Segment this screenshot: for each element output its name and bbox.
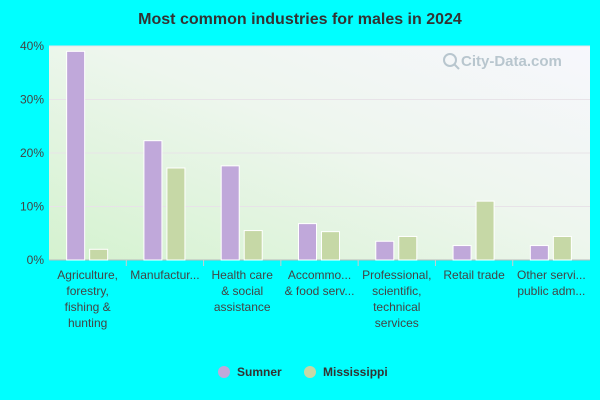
x-tick-label-line: Professional, (362, 268, 431, 282)
x-tick-label-line: forestry, (66, 284, 108, 298)
x-tick-label-line: Agriculture, (57, 268, 118, 282)
x-tick-label-line: Accommo... (288, 268, 351, 282)
legend-label-sumner: Sumner (237, 365, 282, 379)
watermark: City-Data.com (443, 53, 562, 70)
y-tick-label: 30% (20, 93, 44, 107)
x-tick-label: Agriculture, forestry, fishing & hunting (57, 268, 118, 330)
x-tick-label-line: scientific, (372, 284, 421, 298)
x-tick-label-line: technical (373, 300, 420, 314)
x-tick-label-line: Retail trade (443, 268, 505, 282)
bar-sumner-5[interactable] (452, 245, 472, 261)
bar-sumner-0[interactable] (66, 50, 86, 261)
y-tick-label: 0% (27, 253, 45, 267)
bar-mississippi-4[interactable] (398, 235, 418, 261)
bar-sumner-1[interactable] (143, 140, 163, 261)
bar-mississippi-3[interactable] (321, 231, 340, 261)
bar-sumner-4[interactable] (375, 240, 395, 261)
x-tick-label-line: & food serv... (285, 284, 355, 298)
x-tick-label: Professional, scientific, technical service… (362, 268, 431, 330)
grid (49, 45, 590, 207)
y-tick-label: 10% (20, 200, 44, 214)
x-tick-label-line: assistance (214, 300, 271, 314)
bars (66, 50, 572, 261)
bar-sumner-6[interactable] (529, 245, 549, 261)
watermark-text: City-Data.com (461, 53, 562, 70)
bar-mississippi-5[interactable] (475, 200, 495, 261)
legend-swatch-mississippi (304, 366, 316, 378)
x-tick-label-line: fishing & (65, 300, 111, 314)
x-tick-label: Health care & social assistance (212, 268, 274, 314)
bar-sumner-2[interactable] (220, 165, 240, 261)
x-tick-label: Retail trade (443, 268, 505, 282)
bar-mississippi-6[interactable] (552, 235, 572, 261)
x-tick-label: Accommo... & food serv... (285, 268, 355, 298)
legend-swatch-sumner (218, 366, 230, 378)
bar-mississippi-2[interactable] (243, 230, 263, 261)
legend: Sumner Mississippi (218, 365, 388, 379)
x-tick-label-line: & social (221, 284, 263, 298)
x-axis: Agriculture, forestry, fishing & hunting Man… (57, 260, 586, 330)
chart-title: Most common industries for males in 2024 (138, 11, 462, 28)
y-tick-label: 20% (20, 146, 44, 160)
bar-sumner-3[interactable] (298, 223, 317, 261)
bar-mississippi-0[interactable] (89, 248, 109, 261)
x-tick-label-line: public adm... (517, 284, 585, 298)
x-tick-label-line: Manufactur... (130, 268, 199, 282)
y-axis: 0% 10% 20% 30% 40% (20, 39, 590, 267)
x-tick-label-line: Other servi... (517, 268, 586, 282)
x-tick-label-line: services (375, 316, 419, 330)
x-tick-label: Manufactur... (130, 268, 199, 282)
y-tick-label: 40% (20, 39, 44, 53)
legend-label-mississippi: Mississippi (323, 365, 388, 379)
bar-mississippi-1[interactable] (166, 167, 186, 261)
x-tick-label-line: Health care (212, 268, 274, 282)
x-tick-label-line: hunting (68, 316, 107, 330)
x-tick-label: Other servi... public adm... (517, 268, 586, 298)
